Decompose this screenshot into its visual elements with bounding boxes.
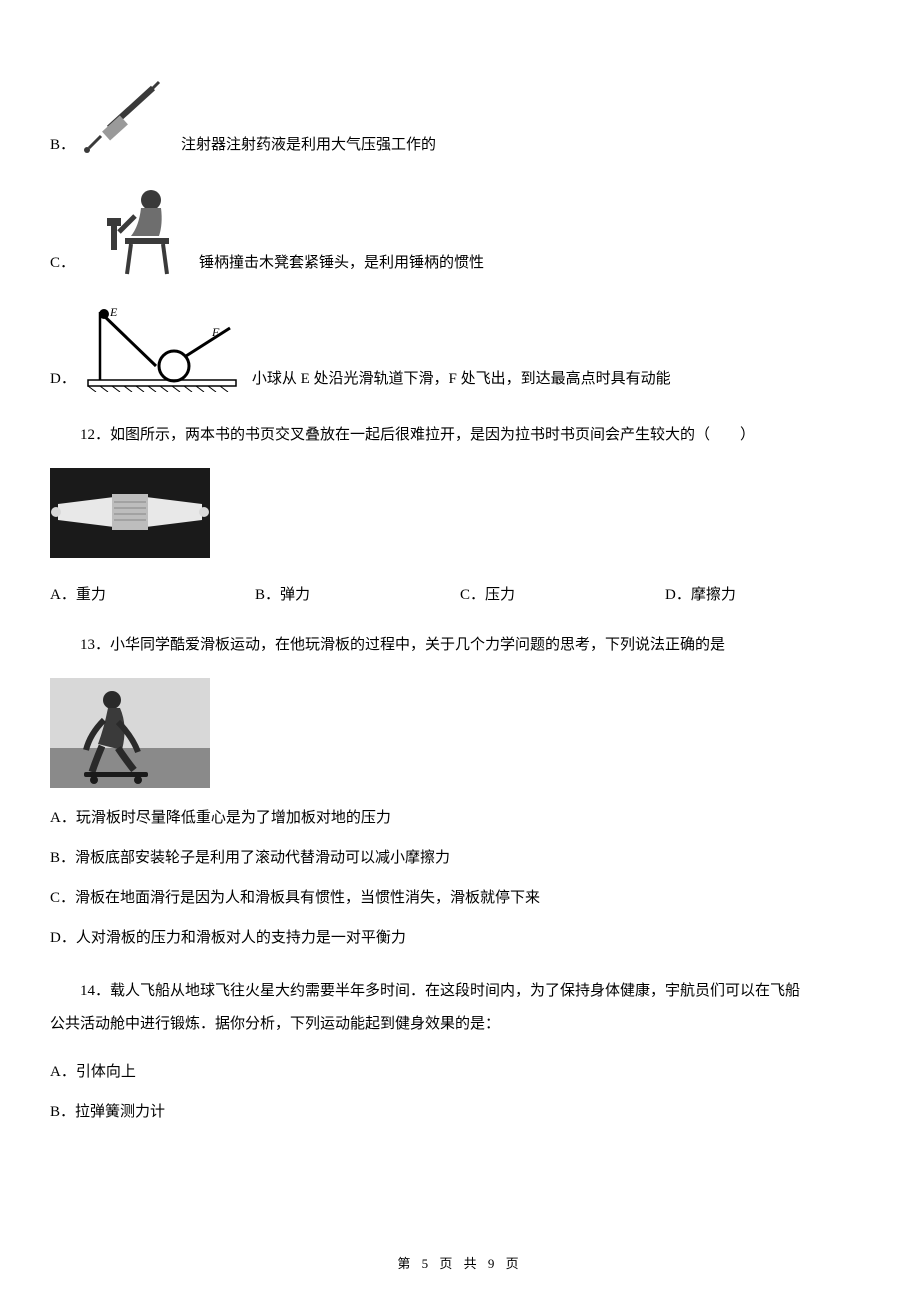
ball-ramp-icon: E F — [82, 304, 242, 392]
option-b-label: B． — [50, 133, 75, 158]
q13-opt-c: C．滑板在地面滑行是因为人和滑板具有惯性，当惯性消失，滑板就停下来 — [50, 883, 870, 913]
option-d-line: D． E F 小球从 E 处沿光滑轨道下滑，F 处飞出，到达最高点时具有动 — [50, 304, 870, 392]
option-b-line: B． 注射器注射药液是利用大气压强工作的 — [50, 80, 870, 158]
q13-number: 13 — [80, 637, 95, 653]
svg-text:E: E — [109, 305, 118, 319]
q13-opt-d: D．人对滑板的压力和滑板对人的支持力是一对平衡力 — [50, 923, 870, 953]
q13-body: ．小华同学酷爱滑板运动，在他玩滑板的过程中，关于几个力学问题的思考，下列说法正确… — [95, 637, 725, 653]
hammer-boy-icon — [81, 186, 189, 276]
q12-opt-b: B．弹力 — [255, 583, 460, 604]
q13-opt-b: B．滑板底部安装轮子是利用了滚动代替滑动可以减小摩擦力 — [50, 843, 870, 873]
q13-opt-a: A．玩滑板时尽量降低重心是为了增加板对地的压力 — [50, 803, 870, 833]
interleaved-books-icon — [50, 468, 870, 563]
q12-opt-a: A．重力 — [50, 583, 255, 604]
q12-text: 12．如图所示，两本书的书页交叉叠放在一起后很难拉开，是因为拉书时书页间会产生较… — [50, 420, 870, 450]
q12-number: 12 — [80, 427, 95, 443]
q12-opt-d: D．摩擦力 — [665, 583, 870, 604]
option-d-text: 小球从 E 处沿光滑轨道下滑，F 处飞出，到达最高点时具有动能 — [252, 367, 671, 392]
option-d-label: D． — [50, 367, 76, 392]
q14-text: 14．载人飞船从地球飞往火星大约需要半年多时间．在这段时间内，为了保持身体健康，… — [50, 975, 870, 1041]
svg-text:F: F — [211, 325, 220, 339]
syringe-icon — [81, 80, 171, 158]
page-footer: 第 5 页 共 9 页 — [0, 1253, 920, 1272]
q14-opt-b: B．拉弹簧测力计 — [50, 1097, 870, 1127]
q14-number: 14 — [80, 983, 95, 999]
q12-body: ．如图所示，两本书的书页交叉叠放在一起后很难拉开，是因为拉书时书页间会产生较大的… — [95, 427, 755, 443]
q12-options: A．重力 B．弹力 C．压力 D．摩擦力 — [50, 583, 870, 604]
option-c-label: C． — [50, 251, 75, 276]
option-b-text: 注射器注射药液是利用大气压强工作的 — [181, 133, 436, 158]
q14-line2: 公共活动舱中进行锻炼．据你分析，下列运动能起到健身效果的是： — [50, 1016, 500, 1032]
q13-text: 13．小华同学酷爱滑板运动，在他玩滑板的过程中，关于几个力学问题的思考，下列说法… — [50, 630, 870, 660]
q12-opt-c: C．压力 — [460, 583, 665, 604]
q14-line1: ．载人飞船从地球飞往火星大约需要半年多时间．在这段时间内，为了保持身体健康，宇航… — [95, 983, 800, 999]
q14-opt-a: A．引体向上 — [50, 1057, 870, 1087]
skateboard-boy-icon — [50, 678, 870, 793]
option-c-line: C． 锤柄撞击木凳套紧锤头，是利用锤柄的惯性 — [50, 186, 870, 276]
option-c-text: 锤柄撞击木凳套紧锤头，是利用锤柄的惯性 — [199, 251, 484, 276]
